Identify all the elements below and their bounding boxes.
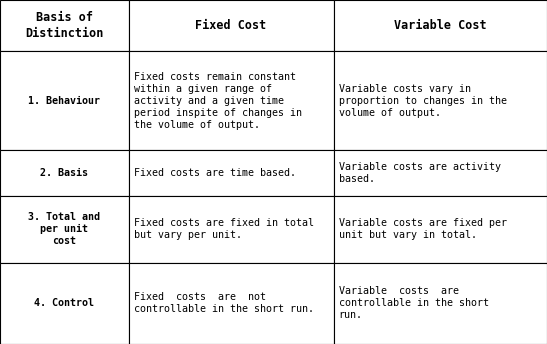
Text: Variable Cost: Variable Cost xyxy=(394,19,487,32)
Text: Variable costs vary in
proportion to changes in the
volume of output.: Variable costs vary in proportion to cha… xyxy=(339,84,507,118)
Text: Variable  costs  are
controllable in the short
run.: Variable costs are controllable in the s… xyxy=(339,287,488,321)
Bar xyxy=(129,0,334,51)
Bar xyxy=(129,263,334,344)
Bar xyxy=(334,0,547,51)
Text: Basis of
Distinction: Basis of Distinction xyxy=(25,11,103,40)
Text: 3. Total and
per unit
cost: 3. Total and per unit cost xyxy=(28,212,100,246)
Text: 2. Basis: 2. Basis xyxy=(40,168,88,178)
Bar xyxy=(0,0,129,51)
Text: 1. Behaviour: 1. Behaviour xyxy=(28,96,100,106)
Bar xyxy=(129,196,334,263)
Text: Fixed costs are time based.: Fixed costs are time based. xyxy=(133,168,295,178)
Bar xyxy=(0,51,129,150)
Text: Fixed Cost: Fixed Cost xyxy=(195,19,267,32)
Bar xyxy=(129,51,334,150)
Bar xyxy=(334,263,547,344)
Text: Fixed  costs  are  not
controllable in the short run.: Fixed costs are not controllable in the … xyxy=(133,292,313,314)
Bar xyxy=(0,196,129,263)
Bar xyxy=(0,263,129,344)
Text: Fixed costs are fixed in total
but vary per unit.: Fixed costs are fixed in total but vary … xyxy=(133,218,313,240)
Bar xyxy=(129,150,334,196)
Bar xyxy=(334,150,547,196)
Bar xyxy=(334,51,547,150)
Text: 4. Control: 4. Control xyxy=(34,299,94,309)
Text: Variable costs are activity
based.: Variable costs are activity based. xyxy=(339,162,501,184)
Text: Variable costs are fixed per
unit but vary in total.: Variable costs are fixed per unit but va… xyxy=(339,218,507,240)
Bar xyxy=(334,196,547,263)
Text: Fixed costs remain constant
within a given range of
activity and a given time
pe: Fixed costs remain constant within a giv… xyxy=(133,72,301,130)
Bar xyxy=(0,150,129,196)
